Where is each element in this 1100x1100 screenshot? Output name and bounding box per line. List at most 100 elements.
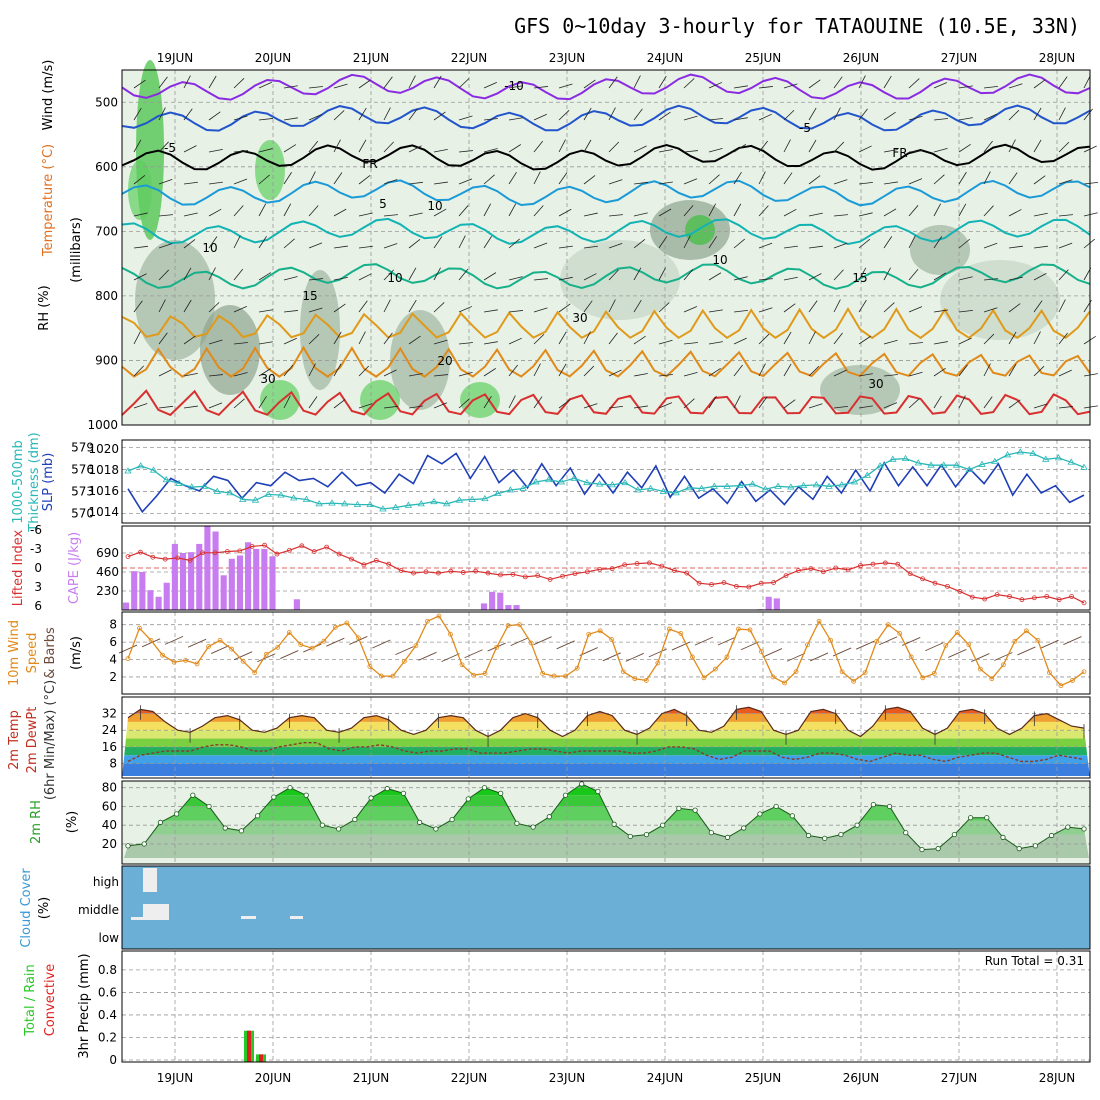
- rh-point: [546, 814, 552, 820]
- wind-barb: [383, 405, 398, 409]
- wind-barb: [1033, 365, 1045, 377]
- wind-barb: [983, 396, 993, 409]
- rh-shading-patch: [360, 380, 400, 420]
- temp-axis-label-1: 2m Temp: [7, 710, 22, 770]
- thickness-point: [978, 460, 986, 467]
- wind-barb: [283, 395, 291, 409]
- wind-barb: [833, 107, 841, 121]
- thickness-point: [162, 475, 170, 483]
- wind-barb: [333, 245, 348, 249]
- wind-barb: [733, 395, 741, 409]
- wind-barb: [908, 150, 923, 153]
- wind-barb: [483, 236, 492, 249]
- wind-barb: [783, 139, 791, 153]
- wind-barb: [883, 111, 896, 121]
- wind-barb: [908, 178, 923, 185]
- wind-speed-point: [148, 637, 154, 643]
- wind-speed-point: [252, 670, 258, 675]
- wind-barb: [233, 115, 248, 121]
- cape-bar: [171, 543, 178, 610]
- thickness-point: [493, 489, 502, 497]
- contour-label: FR: [362, 157, 377, 171]
- thickness-point: [226, 489, 234, 496]
- li-point: [870, 561, 876, 567]
- thickness-point: [277, 491, 285, 498]
- wind-barb: [158, 179, 173, 185]
- thickness-point: [340, 500, 349, 507]
- wind-speed-point: [425, 618, 430, 624]
- thickness-point: [366, 500, 374, 507]
- wind-barb: [933, 147, 948, 153]
- wind-barb: [633, 373, 648, 377]
- wind-barb: [783, 399, 796, 409]
- thickness-point: [697, 484, 706, 491]
- wind-barb: [408, 212, 423, 217]
- thickness-point: [519, 484, 527, 491]
- li-point: [324, 544, 330, 550]
- li-point: [895, 561, 901, 567]
- wind-barb: [708, 367, 721, 377]
- rh-tick-label: 60: [102, 799, 117, 813]
- li-tick-label: -6: [30, 523, 42, 537]
- wind-barb: [883, 236, 893, 249]
- wind-barb: [1033, 403, 1048, 409]
- wind-barb: [758, 396, 768, 409]
- surface-wind-barb: [648, 648, 668, 658]
- wind-barb: [258, 341, 273, 345]
- wind-barb: [1033, 79, 1046, 89]
- surface-wind-barb: [556, 640, 575, 650]
- wind-speed-point: [655, 660, 661, 666]
- wind-axis-label: Wind (m/s): [41, 60, 56, 131]
- li-point: [473, 568, 479, 574]
- wind-barb: [158, 76, 168, 89]
- cape-bar: [188, 552, 195, 610]
- wind-barb: [658, 181, 673, 185]
- surface-wind-barb: [326, 637, 345, 647]
- wind-barb: [408, 299, 417, 313]
- wind-barb: [1008, 363, 1017, 377]
- wind-speed-point: [1035, 637, 1041, 643]
- wind-barb: [783, 109, 795, 121]
- wind-barb: [1083, 75, 1091, 89]
- wind-speed-point: [678, 631, 684, 636]
- li-point: [1081, 600, 1087, 606]
- wind-barb: [183, 212, 198, 217]
- rh-point: [530, 824, 536, 830]
- thickness-point: [876, 462, 884, 469]
- surface-wind-barb: [164, 635, 184, 645]
- wind-barb: [233, 77, 245, 89]
- wind-barb: [683, 235, 691, 249]
- wind-barb: [408, 335, 421, 345]
- wind-barb: [883, 267, 891, 281]
- rh-point: [141, 841, 147, 847]
- wind-barb: [633, 108, 643, 121]
- rh-point: [951, 831, 957, 838]
- wind-barb: [458, 178, 473, 185]
- li-point: [224, 549, 230, 554]
- wind-barb: [183, 145, 197, 153]
- wind-speed-point: [908, 654, 914, 660]
- wind-barb: [408, 181, 423, 185]
- wind-barb: [333, 110, 345, 121]
- bottom-date-label: 27JUN: [941, 1071, 978, 1085]
- wind-barb: [308, 278, 323, 281]
- li-point: [696, 580, 702, 586]
- thickness-point: [239, 495, 247, 502]
- li-point: [448, 568, 454, 574]
- cape-bar: [228, 558, 235, 610]
- wind-barb: [983, 307, 998, 313]
- temp-tick-label: 24: [102, 723, 117, 737]
- rh-point: [822, 835, 828, 841]
- wind-barb: [983, 113, 997, 121]
- wind-barb: [183, 405, 198, 409]
- rh-point: [174, 811, 180, 817]
- wind-speed-point: [217, 637, 223, 643]
- wind-barb: [908, 269, 919, 281]
- surface-wind-barb: [257, 653, 276, 663]
- wind-barb: [183, 299, 192, 313]
- li-point: [485, 570, 491, 576]
- wind-barb: [708, 341, 723, 345]
- wind-barb: [658, 236, 668, 249]
- wind-barb: [358, 175, 371, 185]
- pressure-tick-label: 700: [95, 224, 118, 238]
